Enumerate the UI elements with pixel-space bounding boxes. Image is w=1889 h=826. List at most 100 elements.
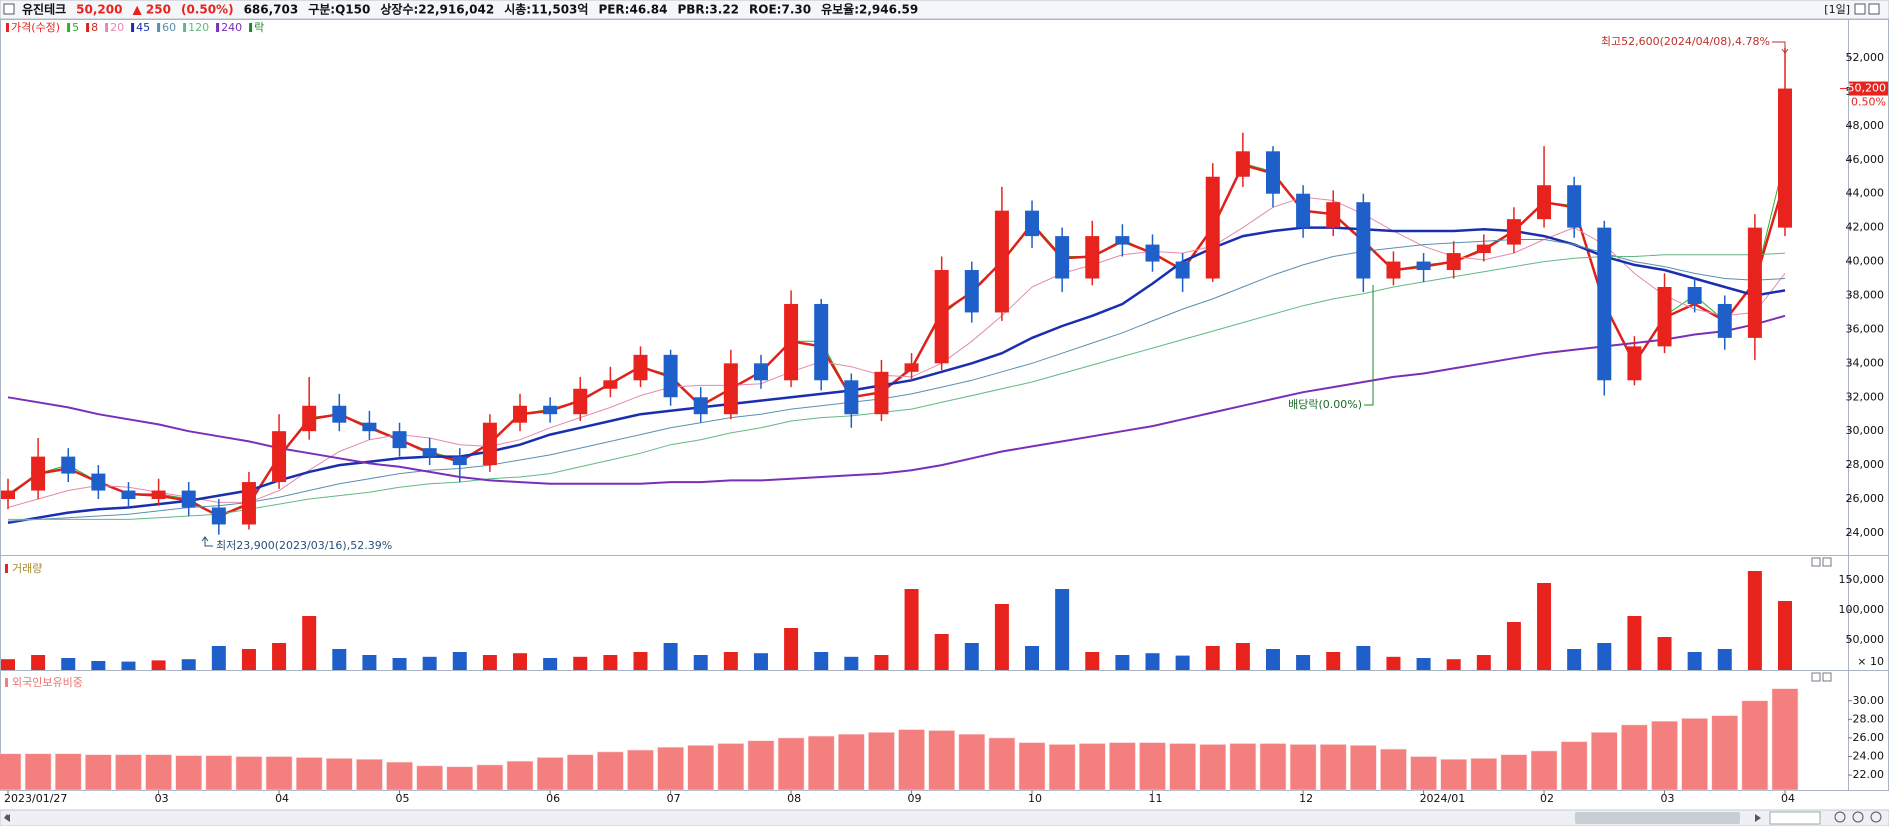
y-tick-label: 52,000 (1846, 51, 1885, 64)
candle-body (61, 456, 76, 474)
zoom-in[interactable] (1834, 811, 1846, 823)
moving-average-line (8, 252, 1786, 520)
bar (446, 766, 474, 791)
candle-body (964, 270, 979, 313)
bar (536, 757, 564, 791)
bar (85, 754, 112, 791)
bar (693, 655, 708, 670)
bar (784, 628, 799, 670)
checkbox[interactable] (3, 3, 15, 15)
bar (211, 646, 226, 670)
y-tick-label: 34,000 (1846, 356, 1885, 369)
candle-body (1446, 253, 1461, 271)
x-tick-label: 11 (1149, 792, 1163, 805)
bar (1145, 653, 1160, 670)
bar (597, 751, 624, 791)
scroll-thumb[interactable] (1575, 812, 1740, 824)
period[interactable]: [1일] (1824, 2, 1850, 16)
scrollbar[interactable] (0, 809, 1889, 826)
candle-body (1, 490, 15, 500)
bar (657, 746, 684, 791)
x-tick-label: 2023/01/27 (4, 792, 67, 805)
legend-swatch (105, 23, 109, 32)
bar (928, 730, 955, 791)
candle-body (241, 482, 256, 525)
bar (807, 735, 835, 791)
candle-body (784, 303, 799, 381)
y-tick-label: 40,000 (1846, 255, 1885, 268)
bar (1205, 646, 1220, 670)
bar (1651, 720, 1678, 791)
panel-marker (5, 678, 8, 687)
bar (1416, 658, 1431, 670)
x-tick-label: 04 (1781, 792, 1795, 805)
legend-label: 8 (91, 21, 98, 34)
bar (934, 634, 949, 670)
window-button[interactable] (1854, 3, 1866, 15)
bar (844, 656, 859, 670)
candle-body (874, 371, 889, 415)
bar (898, 729, 925, 791)
stock-metric: 시총:11,503억 (504, 2, 588, 17)
candle-body (814, 303, 829, 381)
bar (1175, 655, 1190, 670)
candle-body (1235, 151, 1250, 177)
legend-label: 120 (188, 21, 209, 34)
scroll-right[interactable] (1755, 814, 1761, 822)
bar (416, 765, 443, 791)
bar (1265, 649, 1280, 670)
bar (1530, 750, 1558, 791)
bar (1440, 759, 1467, 791)
window-button[interactable] (1868, 3, 1880, 15)
bar (1055, 589, 1070, 670)
bar (904, 589, 919, 670)
volume-title: 거래량 (12, 562, 42, 575)
window-button[interactable] (1811, 557, 1821, 567)
legend-label: 45 (136, 21, 150, 34)
bar (115, 754, 142, 791)
bar (868, 732, 895, 791)
x-tick-label: 10 (1028, 792, 1042, 805)
bar (513, 653, 528, 670)
window-button[interactable] (1822, 672, 1832, 682)
candle-body (994, 210, 1009, 313)
foreign-title: 외국인보유비중 (12, 676, 83, 689)
candle-body (1115, 236, 1130, 245)
min-annotation: 최저23,900(2023/03/16),52.39% (216, 539, 392, 552)
bar (753, 653, 768, 670)
bar (302, 616, 317, 670)
zoom-slider[interactable] (1769, 811, 1821, 825)
window-button[interactable] (1822, 557, 1832, 567)
bar (747, 740, 775, 791)
bar (121, 661, 136, 670)
bar (687, 745, 715, 791)
candle-body (1356, 202, 1371, 279)
bar (151, 660, 166, 670)
y-tick-label: 44,000 (1846, 187, 1885, 200)
x-tick-label: 03 (1661, 792, 1675, 805)
y-tick-label: 150,000 (1839, 573, 1885, 586)
candle-body (91, 473, 106, 491)
zoom-out[interactable] (1852, 811, 1864, 823)
bar (476, 764, 504, 791)
candle-body (1025, 210, 1040, 237)
bar (332, 649, 347, 670)
candle-body (543, 405, 558, 415)
moving-average-line (7, 239, 1786, 522)
bar (235, 756, 263, 791)
x-tick-label: 03 (155, 792, 169, 805)
legend-label: 가격(수정) (11, 21, 60, 34)
bar (362, 655, 377, 670)
zoom-reset[interactable] (1870, 811, 1882, 823)
bar (356, 759, 383, 791)
dividend-annotation: 배당락(0.00%) (1288, 398, 1362, 411)
candle-body (1657, 287, 1672, 347)
stock-metric: 상장수:22,916,042 (380, 2, 494, 17)
legend-swatch (67, 23, 71, 32)
legend-swatch (157, 23, 161, 32)
scroll-left[interactable] (4, 814, 10, 822)
bar (633, 652, 648, 670)
bar (1657, 637, 1672, 670)
window-button[interactable] (1811, 672, 1821, 682)
